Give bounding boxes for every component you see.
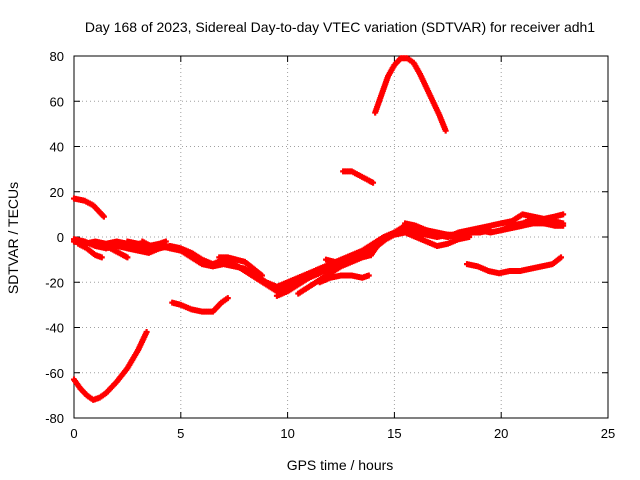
x-tick-label: 20 bbox=[494, 426, 508, 441]
y-tick-label: 60 bbox=[50, 94, 64, 109]
data-marks bbox=[71, 55, 567, 403]
y-tick-label: 0 bbox=[57, 230, 64, 245]
x-tick-label: 15 bbox=[387, 426, 401, 441]
chart-title: Day 168 of 2023, Sidereal Day-to-day VTE… bbox=[85, 19, 595, 35]
x-axis-label: GPS time / hours bbox=[287, 457, 394, 473]
series-arc-20 bbox=[139, 238, 216, 268]
axis-ticks: 0 5 10 15 20 25 -80 -60 -40 -20 0 20 40 60 80 bbox=[45, 49, 615, 441]
series-arc-12 bbox=[402, 211, 567, 240]
x-tick-label: 25 bbox=[601, 426, 615, 441]
series-arc-4 bbox=[103, 243, 131, 261]
series-arc-14 bbox=[71, 195, 107, 220]
grid bbox=[74, 56, 608, 418]
series-arc-18 bbox=[372, 55, 449, 134]
data-point bbox=[558, 254, 565, 261]
data-point bbox=[370, 179, 377, 186]
y-tick-label: 40 bbox=[50, 140, 64, 155]
series-arc-11 bbox=[367, 229, 473, 259]
series-arc-8 bbox=[288, 267, 319, 286]
series-arc-3 bbox=[75, 240, 105, 261]
y-tick-label: 80 bbox=[50, 49, 64, 64]
series-arc-15 bbox=[71, 329, 150, 403]
y-tick-label: -20 bbox=[45, 275, 64, 290]
data-point bbox=[224, 295, 231, 302]
y-tick-label: 20 bbox=[50, 185, 64, 200]
y-tick-label: -60 bbox=[45, 366, 64, 381]
y-axis-label: SDTVAR / TECUs bbox=[5, 182, 21, 294]
series-arc-6 bbox=[216, 254, 265, 279]
series-arc-13 bbox=[498, 215, 567, 234]
x-tick-label: 5 bbox=[177, 426, 184, 441]
series-arc-21 bbox=[323, 238, 381, 268]
y-tick-label: -40 bbox=[45, 321, 64, 336]
data-point bbox=[466, 234, 473, 240]
data-point bbox=[143, 329, 150, 336]
data-point bbox=[209, 261, 216, 268]
data-point bbox=[258, 272, 265, 279]
data-point bbox=[98, 254, 105, 261]
data-point bbox=[560, 222, 567, 229]
data-point bbox=[124, 254, 131, 261]
data-point bbox=[365, 272, 372, 279]
series-arc-10 bbox=[316, 272, 372, 286]
data-point bbox=[442, 127, 449, 134]
y-tick-label: -80 bbox=[45, 411, 64, 426]
x-tick-label: 10 bbox=[280, 426, 294, 441]
series-arc-17 bbox=[340, 168, 377, 186]
series-arc-19 bbox=[464, 254, 565, 277]
data-point bbox=[100, 213, 107, 220]
series-arc-16 bbox=[169, 295, 231, 315]
data-point bbox=[312, 267, 319, 274]
data-point bbox=[374, 238, 381, 245]
data-point bbox=[560, 211, 567, 218]
x-tick-label: 0 bbox=[70, 426, 77, 441]
data-point bbox=[162, 238, 169, 245]
